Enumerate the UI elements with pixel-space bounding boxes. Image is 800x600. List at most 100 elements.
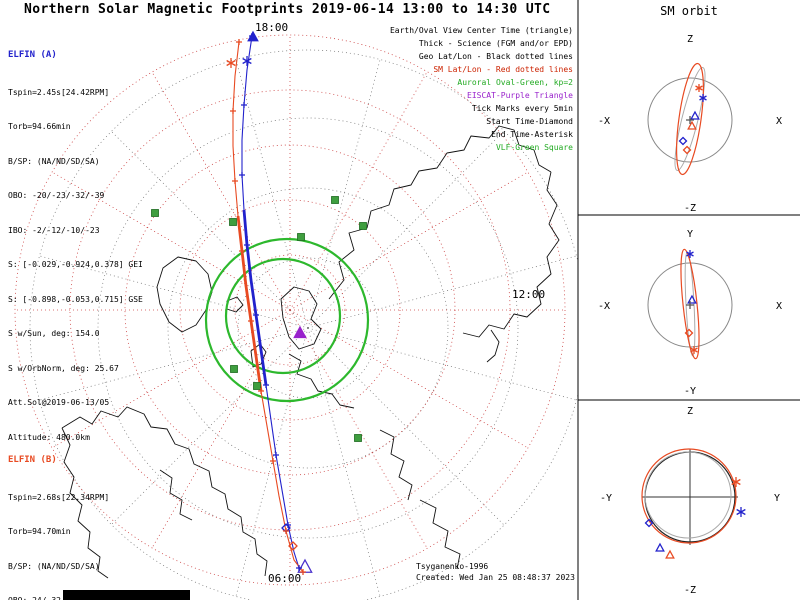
legend-line: End Time-Asterisk bbox=[491, 130, 573, 139]
credits: Tsyganenko-1996 Created: Wed Jan 25 08:4… bbox=[416, 561, 575, 583]
legend-line: SM Lat/Lon - Red dotted lines bbox=[433, 65, 573, 74]
axis-label-bottom: -Z bbox=[684, 203, 696, 214]
elfin-b-5min-tick-marker bbox=[258, 388, 264, 394]
panel3-elfin-a-end-marker bbox=[736, 507, 746, 517]
created-timestamp: Created: Wed Jan 25 08:48:37 2023 bbox=[416, 573, 575, 582]
elfin-b-5min-tick-marker bbox=[230, 108, 236, 114]
elfin-b-label: ELFIN (B) bbox=[8, 455, 57, 465]
axis-label-top: Z bbox=[687, 406, 693, 417]
axis-label-bottom: -Y bbox=[684, 386, 696, 397]
orbit-circle-gray bbox=[644, 451, 732, 539]
sm-orbit-panels: Z -Z -X X Y -Y -X X Z bbox=[577, 0, 800, 600]
legend-line: Earth/Oval View Center Time (triangle) bbox=[389, 26, 573, 35]
elfin-a-5min-tick-marker bbox=[273, 452, 279, 458]
elfin-b-info-block: ELFIN (B) Tspin=2.68s[22.34RPM] Torb=94.… bbox=[8, 432, 138, 600]
vlf-square-marker bbox=[151, 209, 159, 217]
bottom-black-bar bbox=[63, 590, 190, 600]
axis-label-left: -X bbox=[598, 116, 610, 127]
page-title: Northern Solar Magnetic Footprints 2019-… bbox=[24, 2, 551, 17]
elfin-b-5min-tick-marker bbox=[283, 528, 289, 534]
elfin-a-param: B/SP: (NA/ND/SD/SA) bbox=[8, 156, 100, 166]
axis-label-right: X bbox=[776, 116, 782, 127]
coastline bbox=[379, 429, 413, 501]
elfin-a-5min-tick-marker bbox=[296, 565, 302, 571]
map-legend: Earth/Oval View Center Time (triangle) T… bbox=[355, 24, 573, 154]
panel1-elfin-b-end-marker bbox=[695, 84, 703, 92]
elfin-a-param: IBO: -2/-12/-10/-23 bbox=[8, 225, 100, 235]
elfin-a-end-asterisk-marker bbox=[242, 56, 252, 66]
elfin-a-info-block: ELFIN (A) Tspin=2.45s[24.42RPM] Torb=94.… bbox=[8, 27, 143, 466]
panel3-elfin-b-center-marker bbox=[665, 549, 675, 559]
elfin-a-param: OBO: -20/-23/-32/-39 bbox=[8, 191, 105, 200]
vlf-square-marker bbox=[229, 218, 237, 226]
legend-line: EISCAT-Purple Triangle bbox=[467, 91, 573, 100]
panel1-elfin-a-end-marker bbox=[699, 94, 707, 102]
auroral-oval-outer bbox=[204, 237, 370, 403]
coastline bbox=[61, 406, 268, 577]
elfin-b-param: OBO: 24/-32/26/-28 bbox=[8, 595, 138, 600]
elfin-a-5min-tick-marker bbox=[239, 172, 245, 178]
marker-layer bbox=[151, 30, 746, 575]
panel1-center-cross-marker bbox=[686, 116, 694, 124]
sm-graticule bbox=[14, 34, 566, 586]
coastline bbox=[419, 499, 461, 570]
elfin-b-5min-tick-marker bbox=[248, 318, 254, 324]
eiscat-triangle-marker bbox=[293, 325, 307, 339]
axis-label-right: Y bbox=[774, 493, 780, 504]
elfin-a-param: Altitude: 480.0km bbox=[8, 432, 90, 442]
panel2-elfin-b-start-marker bbox=[684, 328, 694, 338]
legend-line: Auroral Oval-Green, kp=2 bbox=[457, 78, 573, 87]
axis-label-bottom: -Z bbox=[684, 585, 696, 596]
coastline bbox=[462, 171, 560, 338]
legend-line: Tick Marks every 5min bbox=[471, 104, 573, 113]
geo-graticule bbox=[29, 49, 578, 600]
vlf-square-marker bbox=[354, 434, 362, 442]
elfin-a-param: Att.Sol@2019-06-13/05 bbox=[8, 398, 110, 407]
panel2-elfin-b-end-marker bbox=[690, 346, 698, 354]
elfin-a-5min-tick-marker bbox=[249, 33, 255, 39]
legend-line: VLF-Green Square bbox=[495, 143, 573, 152]
axis-label-right: X bbox=[776, 301, 782, 312]
elfin-a-5min-tick-marker bbox=[244, 242, 250, 248]
sm-orbit-title: SM orbit bbox=[660, 4, 718, 18]
panel2-elfin-a-center-marker bbox=[687, 294, 697, 304]
elfin-b-end-asterisk-marker bbox=[226, 58, 236, 68]
map-layer: 18:00 12:00 06:00 bbox=[14, 21, 578, 600]
coastline bbox=[288, 353, 355, 409]
elfin-a-label: ELFIN (A) bbox=[8, 50, 57, 60]
coastline bbox=[280, 286, 322, 350]
elfin-a-param: S w/Sun, deg: 154.0 bbox=[8, 329, 100, 338]
legend-line: Geo Lat/Lon - Black dotted lines bbox=[418, 52, 573, 61]
vlf-square-marker bbox=[331, 196, 339, 204]
elfin-a-5min-tick-marker bbox=[263, 382, 269, 388]
elfin-a-param: S w/OrbNorm, deg: 25.67 bbox=[8, 363, 119, 373]
orbit-panel-yz: Z -Z -Y Y bbox=[600, 406, 780, 596]
orbit-ellipse-red bbox=[680, 248, 700, 360]
axes-cross bbox=[642, 449, 738, 545]
legend-line: Start Time-Diamond bbox=[486, 117, 573, 126]
earth-circle bbox=[647, 77, 733, 163]
coastline bbox=[159, 469, 193, 521]
legend-line: Thick - Science (FGM and/or EPD) bbox=[418, 39, 573, 48]
vlf-square-marker bbox=[230, 365, 238, 373]
orbit-panel-xz: Z -Z -X X bbox=[598, 34, 782, 214]
elfin-a-5min-tick-marker bbox=[285, 522, 291, 528]
elfin-b-param: Torb=94.70min bbox=[8, 527, 71, 536]
elfin-b-param: B/SP: (NA/ND/SD/SA) bbox=[8, 561, 100, 571]
coastline bbox=[486, 329, 500, 363]
panel1-elfin-b-start-marker bbox=[682, 145, 692, 155]
panel2-elfin-a-end-marker bbox=[686, 250, 694, 258]
mlt-label-06: 06:00 bbox=[268, 572, 301, 585]
coastline bbox=[156, 256, 213, 333]
elfin-b-5min-tick-marker bbox=[236, 39, 242, 45]
elfin-a-param: Torb=94.66min bbox=[8, 122, 71, 131]
axis-label-top: Y bbox=[687, 229, 693, 240]
panel3-elfin-a-center-marker bbox=[655, 542, 665, 552]
orbit-ellipse-red bbox=[676, 62, 704, 176]
elfin-a-5min-tick-marker bbox=[253, 312, 259, 318]
auroral-oval-inner bbox=[224, 257, 342, 375]
elfin-a-param: S: [-0.898,-0.053,0.715] GSE bbox=[8, 294, 143, 304]
